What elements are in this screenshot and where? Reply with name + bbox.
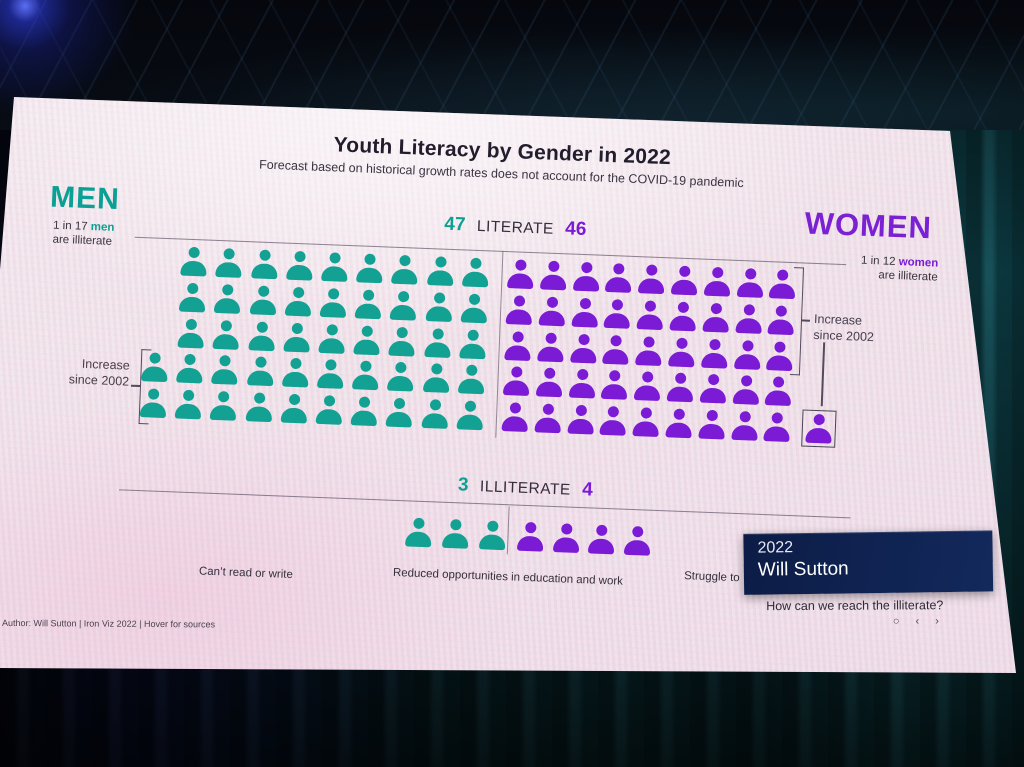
author-credit: Author: Will Sutton | Iron Viz 2022 | Ho… bbox=[1, 617, 216, 630]
story-pager: ○ ‹ › bbox=[719, 615, 991, 628]
dashboard: Youth Literacy by Gender in 2022 Forecas… bbox=[0, 97, 1015, 673]
person-icon[interactable] bbox=[623, 526, 650, 556]
story-author: Will Sutton bbox=[757, 558, 849, 581]
person-icon[interactable] bbox=[588, 524, 615, 554]
story-question: How can we reach the illiterate? bbox=[766, 598, 944, 614]
prev-arrow-icon[interactable]: ‹ bbox=[915, 615, 920, 628]
story-year: 2022 bbox=[757, 539, 794, 557]
story-navigation: How can we reach the illiterate? ○ ‹ › bbox=[719, 598, 991, 628]
person-icon[interactable] bbox=[517, 522, 544, 552]
next-arrow-icon[interactable]: › bbox=[935, 615, 939, 628]
page-dot-icon[interactable]: ○ bbox=[892, 615, 900, 628]
story-point-box[interactable]: 2022 Will Sutton bbox=[743, 530, 994, 595]
person-icon[interactable] bbox=[552, 523, 579, 553]
